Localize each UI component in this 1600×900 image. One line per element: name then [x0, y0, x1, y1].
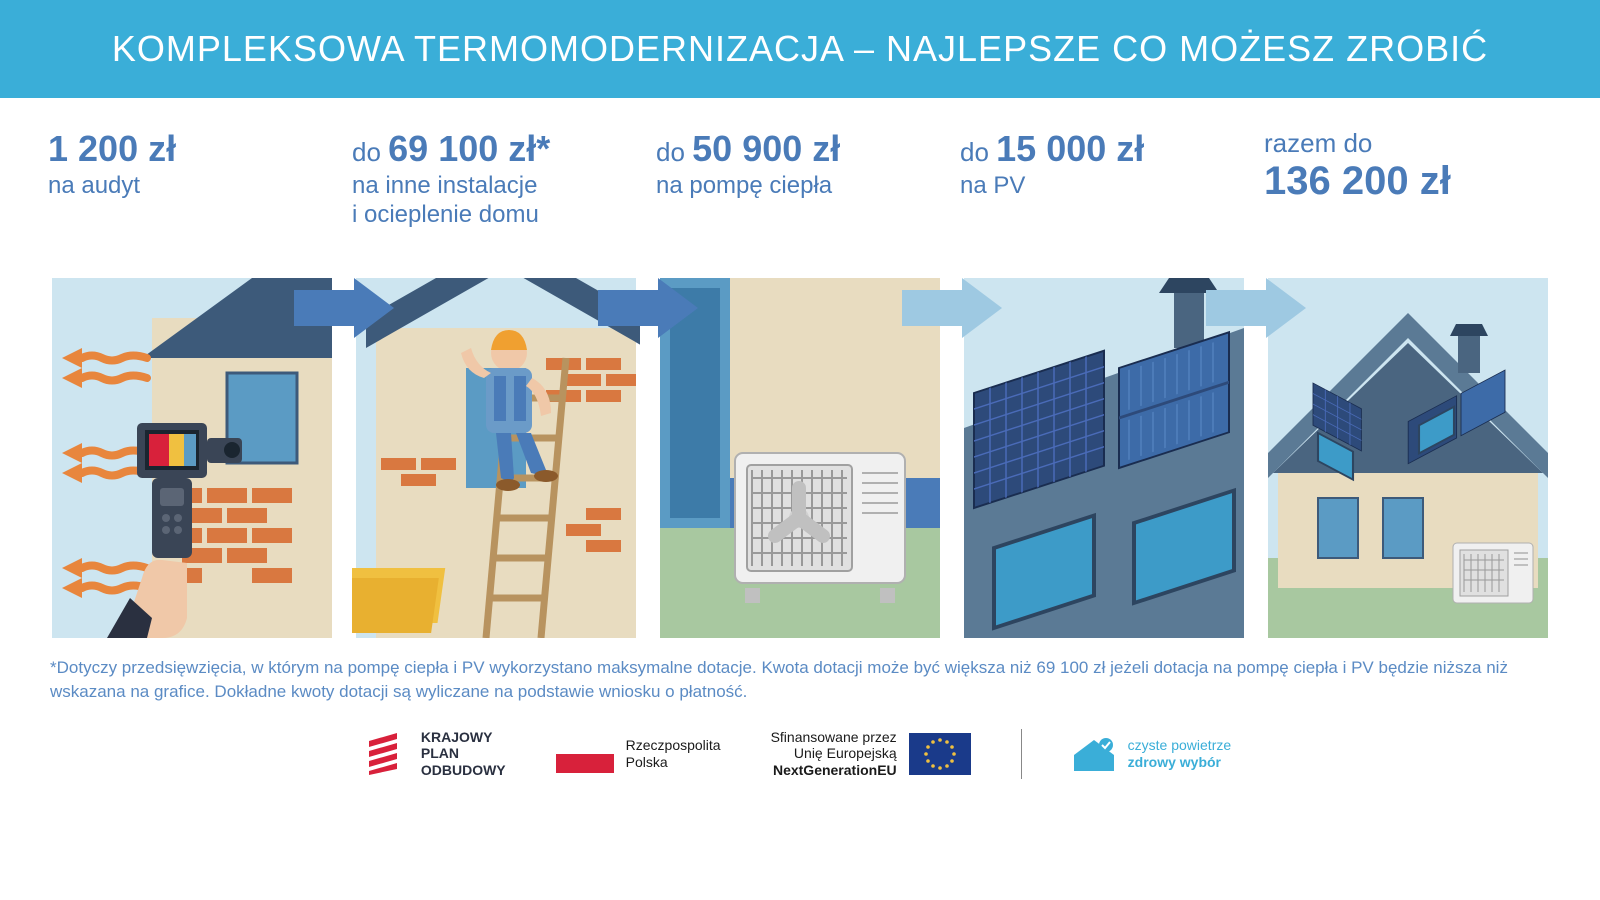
illustration-total [1264, 278, 1552, 638]
step-desc: na pompę ciepła [656, 172, 944, 201]
arrow-icon [902, 278, 1002, 338]
logos-row: KRAJOWY PLAN ODBUDOWY Rzeczpospolita Pol… [0, 704, 1600, 804]
illustration-heatpump [656, 278, 944, 638]
divider [1021, 729, 1022, 779]
illustration-audit [48, 278, 336, 638]
step-prefix: do [656, 137, 692, 167]
house-check-icon [1072, 737, 1116, 771]
step-prefix: do [960, 137, 996, 167]
flag-poland-icon [556, 735, 614, 773]
logo-eu: Sfinansowane przez Unię Europejską NextG… [771, 729, 971, 779]
step-header: 1 200 zł na audyt [48, 128, 336, 268]
logo-text: czyste powietrze zdrowy wybór [1128, 737, 1231, 771]
step-desc: na PV [960, 172, 1248, 201]
flag-eu-icon [909, 733, 971, 775]
step-amount: 1 200 zł [48, 128, 176, 169]
arrow-icon [1206, 278, 1306, 338]
page-title: KOMPLEKSOWA TERMOMODERNIZACJA – NAJLEPSZ… [0, 0, 1600, 98]
logo-kpo: KRAJOWY PLAN ODBUDOWY [369, 729, 506, 779]
step-audit: 1 200 zł na audyt [40, 128, 344, 638]
step-header: do 69 100 zł* na inne instalacje i ociep… [352, 128, 640, 268]
step-amount: 15 000 zł [996, 128, 1144, 169]
logo-text: Rzeczpospolita Polska [626, 737, 721, 771]
footnote: *Dotyczy przedsięwzięcia, w którym na po… [0, 638, 1600, 704]
step-header: razem do 136 200 zł [1264, 128, 1552, 268]
arrow-icon [598, 278, 698, 338]
step-pv: do 15 000 zł na PV [952, 128, 1256, 638]
step-prefix: razem do [1264, 128, 1552, 159]
step-header: do 15 000 zł na PV [960, 128, 1248, 268]
step-desc: na audyt [48, 172, 336, 201]
illustration-insulation [352, 278, 640, 638]
logo-text: KRAJOWY PLAN ODBUDOWY [421, 729, 506, 779]
kpo-icon [369, 733, 409, 775]
illustration-pv [960, 278, 1248, 638]
step-header: do 50 900 zł na pompę ciepła [656, 128, 944, 268]
steps-row: 1 200 zł na audyt [0, 98, 1600, 638]
arrow-icon [294, 278, 394, 338]
step-prefix: do [352, 137, 388, 167]
step-heatpump: do 50 900 zł na pompę ciepła [648, 128, 952, 638]
step-amount: 136 200 zł [1264, 159, 1451, 203]
logo-czyste-powietrze: czyste powietrze zdrowy wybór [1072, 737, 1231, 771]
logo-text: Sfinansowane przez Unię Europejską NextG… [771, 729, 897, 779]
step-amount: 69 100 zł* [388, 128, 550, 169]
step-desc: na inne instalacje i ocieplenie domu [352, 172, 640, 230]
step-amount: 50 900 zł [692, 128, 840, 169]
step-insulation: do 69 100 zł* na inne instalacje i ociep… [344, 128, 648, 638]
logo-rp: Rzeczpospolita Polska [556, 735, 721, 773]
step-total: razem do 136 200 zł [1256, 128, 1560, 638]
